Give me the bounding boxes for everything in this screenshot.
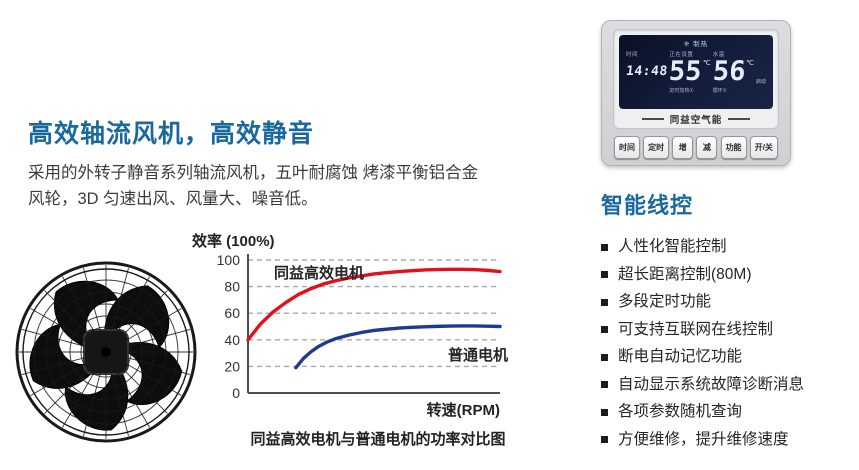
mode-label: 制热 bbox=[693, 41, 709, 48]
chart-canvas: 0 20 40 60 80 100 转速(RPM) bbox=[217, 252, 502, 419]
water-sub-status: 循环① bbox=[712, 88, 728, 94]
square-bullet-icon bbox=[601, 298, 608, 306]
increase-button[interactable]: 增 bbox=[672, 136, 694, 159]
heating-icon: ❊ bbox=[683, 41, 691, 48]
list-item: 多段定时功能 bbox=[601, 293, 857, 311]
square-bullet-icon bbox=[601, 408, 608, 416]
list-item: 自动显示系统故障诊断消息 bbox=[601, 375, 857, 394]
square-bullet-icon bbox=[601, 326, 608, 334]
square-bullet-icon bbox=[601, 381, 608, 389]
setpoint-temp-unit: ℃ bbox=[702, 59, 711, 67]
feature-text: 各项参数随机查询 bbox=[618, 403, 743, 420]
feature-text: 自动显示系统故障诊断消息 bbox=[618, 375, 805, 393]
feature-text: 人性化智能控制 bbox=[618, 238, 727, 255]
features-heading: 智能线控 bbox=[601, 193, 694, 218]
svg-text:60: 60 bbox=[224, 305, 240, 321]
time-button[interactable]: 时间 bbox=[614, 136, 640, 159]
smart-control-section: 智能线控 人性化智能控制 超长距离控制(80M) 多段定时功能 可支持互联网在线… bbox=[601, 188, 857, 459]
list-item: 超长距离控制(80M) bbox=[601, 265, 857, 284]
efficiency-chart: 效率 (100%) 0 20 40 60 80 100 转速(RPM) 同益高效电机 普通电… bbox=[186, 228, 508, 464]
water-temp-label: 水温 bbox=[712, 52, 725, 58]
feature-text: 断电自动记忆功能 bbox=[618, 348, 743, 365]
wired-controller-image: ❊ 制热 时间 14:48 正在设置 55 ℃ 定时加热① bbox=[601, 20, 791, 166]
decrease-button[interactable]: 减 bbox=[696, 136, 718, 159]
controller-lcd: ❊ 制热 时间 14:48 正在设置 55 ℃ 定时加热① bbox=[619, 35, 773, 109]
setpoint-status: 定时加热① bbox=[669, 88, 694, 94]
feature-text: 超长距离控制(80M) bbox=[618, 265, 752, 283]
series-label-high-efficiency: 同益高效电机 bbox=[274, 265, 365, 282]
setpoint-label: 正在设置 bbox=[669, 52, 694, 58]
time-block: 时间 14:48 bbox=[625, 50, 669, 94]
water-temp-block: 水温 56 ℃ 启动 循环① bbox=[711, 50, 766, 94]
controller-buttons: 时间 定时 增 减 功能 开/关 bbox=[613, 136, 779, 159]
list-item: 断电自动记忆功能 bbox=[601, 348, 857, 366]
y-axis-label: 效率 (100%) bbox=[192, 233, 275, 250]
controller-bezel: ❊ 制热 时间 14:48 正在设置 55 ℃ 定时加热① bbox=[613, 29, 779, 129]
brand-divider-left bbox=[641, 118, 664, 120]
chart-caption: 同益高效电机与普通电机的功率对比图 bbox=[250, 431, 506, 448]
square-bullet-icon bbox=[601, 271, 608, 279]
feature-text: 多段定时功能 bbox=[618, 293, 712, 310]
list-item: 可支持互联网在线控制 bbox=[601, 320, 857, 339]
list-item: 各项参数随机查询 bbox=[601, 403, 857, 421]
series-label-ordinary: 普通电机 bbox=[448, 347, 509, 364]
page-title: 高效轴流风机，高效静音 bbox=[28, 120, 315, 148]
water-temp-unit: ℃ bbox=[746, 59, 754, 67]
power-button[interactable]: 开/关 bbox=[749, 136, 778, 159]
intro-line-1: 采用的外转子静音系列轴流风机，五叶耐腐蚀 烤漆平衡铝合金 bbox=[28, 164, 479, 182]
time-value: 14:48 bbox=[625, 64, 669, 79]
list-item: 方便维修，提升维修速度 bbox=[601, 430, 857, 449]
svg-text:0: 0 bbox=[232, 385, 240, 401]
square-bullet-icon bbox=[601, 243, 608, 251]
mode-indicator: ❊ 制热 bbox=[626, 38, 766, 48]
svg-text:转速(RPM): 转速(RPM) bbox=[427, 401, 500, 419]
setpoint-block: 正在设置 55 ℃ 定时加热① bbox=[668, 50, 711, 94]
function-button[interactable]: 功能 bbox=[720, 136, 747, 159]
brand-name: 同益空气能 bbox=[669, 115, 723, 126]
brand-divider-right bbox=[728, 118, 751, 120]
svg-text:80: 80 bbox=[224, 279, 240, 295]
setpoint-temp-value: 55 bbox=[668, 56, 704, 87]
axial-fan-image bbox=[10, 256, 202, 448]
timer-button[interactable]: 定时 bbox=[643, 136, 670, 159]
feature-text: 方便维修，提升维修速度 bbox=[618, 430, 789, 448]
svg-text:20: 20 bbox=[224, 358, 240, 374]
fan-illustration bbox=[15, 261, 197, 443]
water-status: 启动 bbox=[755, 79, 766, 85]
square-bullet-icon bbox=[601, 353, 608, 361]
fan-guard bbox=[15, 261, 197, 443]
list-item: 人性化智能控制 bbox=[601, 238, 857, 256]
svg-text:40: 40 bbox=[224, 332, 240, 348]
controller-brand: 同益空气能 bbox=[619, 112, 773, 126]
square-bullet-icon bbox=[601, 436, 608, 444]
svg-text:100: 100 bbox=[217, 252, 241, 268]
intro-line-2: 风轮，3D 匀速出风、风量大、噪音低。 bbox=[28, 190, 318, 208]
water-temp-value: 56 bbox=[711, 56, 747, 87]
feature-list: 人性化智能控制 超长距离控制(80M) 多段定时功能 可支持互联网在线控制 断电… bbox=[601, 238, 857, 449]
time-label: 时间 bbox=[626, 52, 639, 58]
intro-paragraph: 采用的外转子静音系列轴流风机，五叶耐腐蚀 烤漆平衡铝合金 风轮，3D 匀速出风、风… bbox=[28, 160, 593, 212]
feature-text: 可支持互联网在线控制 bbox=[618, 320, 774, 338]
